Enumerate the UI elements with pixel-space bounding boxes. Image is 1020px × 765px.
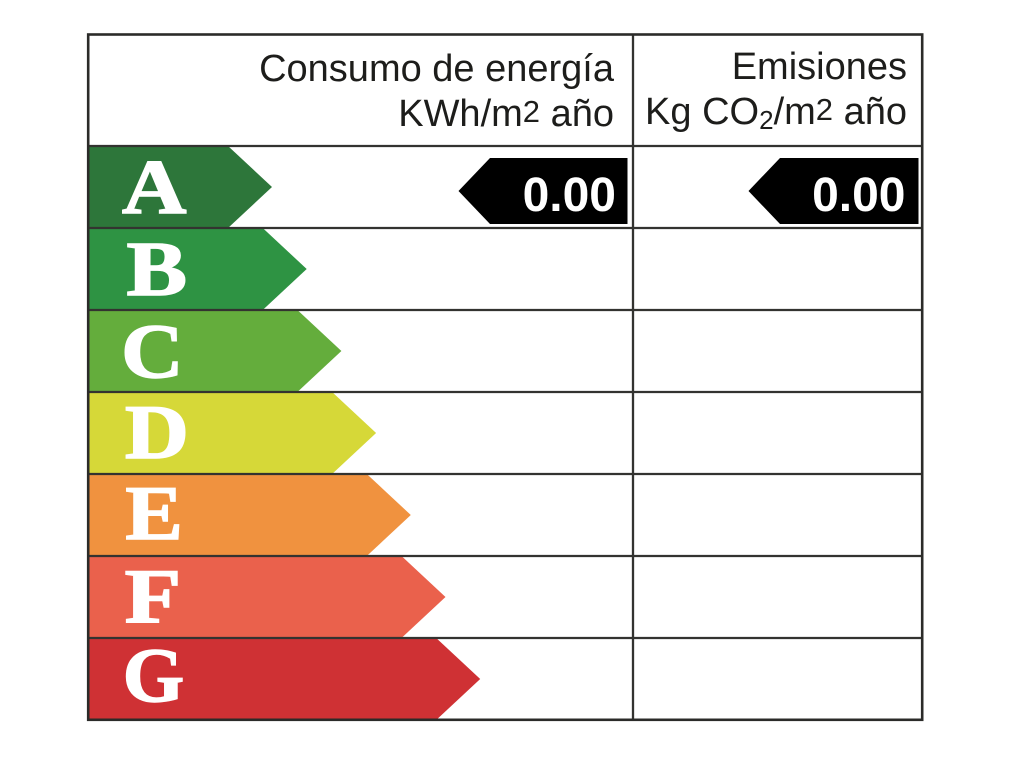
svg-text:Emisiones: Emisiones bbox=[732, 46, 907, 88]
svg-text:0.00: 0.00 bbox=[812, 169, 905, 222]
svg-text:KWh/m2 año: KWh/m2 año bbox=[398, 93, 614, 135]
svg-text:C: C bbox=[121, 308, 183, 394]
svg-text:E: E bbox=[125, 470, 182, 556]
svg-text:B: B bbox=[127, 226, 188, 312]
svg-text:D: D bbox=[125, 389, 189, 475]
svg-text:0.00: 0.00 bbox=[523, 169, 616, 222]
svg-text:G: G bbox=[123, 632, 184, 718]
svg-text:A: A bbox=[122, 144, 187, 230]
svg-text:F: F bbox=[125, 553, 182, 639]
svg-text:Consumo de energía: Consumo de energía bbox=[259, 48, 615, 90]
svg-text:Kg CO2/m2 año: Kg CO2/m2 año bbox=[645, 91, 907, 135]
